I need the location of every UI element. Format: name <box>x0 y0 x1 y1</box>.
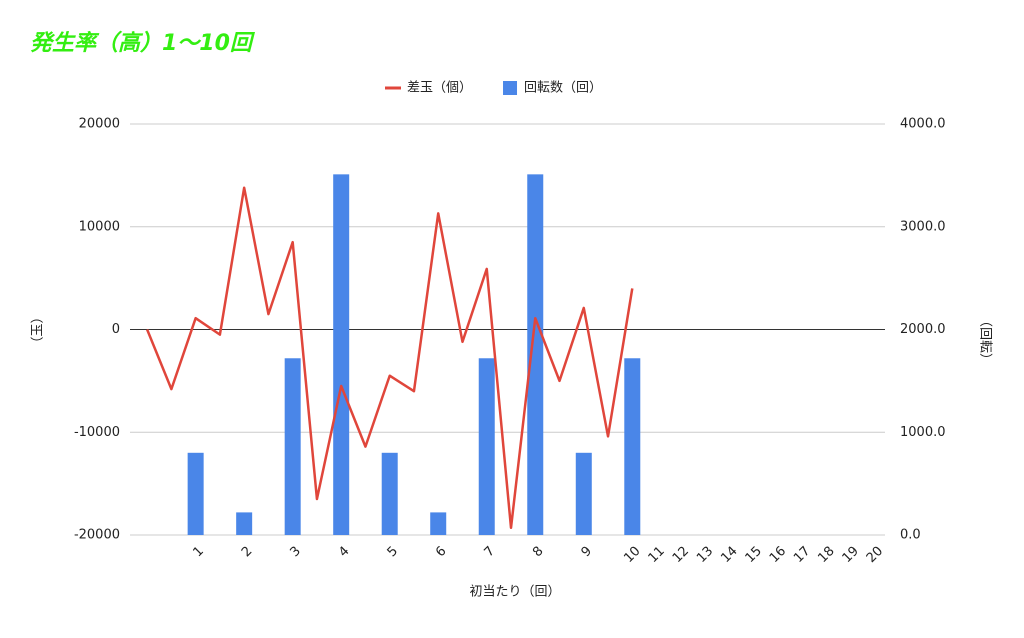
legend-label: 回転数（回） <box>524 81 602 96</box>
legend-label: 差玉（個） <box>407 81 472 96</box>
x-tick-label: 7 <box>482 544 498 560</box>
chart-title: 発生率（高）1〜10回 <box>30 30 256 56</box>
bar <box>527 174 544 535</box>
y2-tick-label: 3000.0 <box>900 219 946 234</box>
x-tick-label: 15 <box>743 544 765 566</box>
x-tick-label: 9 <box>579 544 595 560</box>
x-tick-label: 6 <box>433 544 449 560</box>
x-tick-label: 4 <box>336 544 352 560</box>
y-tick-label: -10000 <box>74 425 120 440</box>
y2-tick-label: 2000.0 <box>900 322 946 337</box>
bar <box>624 358 641 535</box>
x-tick-label: 2 <box>239 544 255 560</box>
y-tick-label: -20000 <box>74 528 120 543</box>
x-tick-label: 12 <box>670 544 692 566</box>
x-tick-label: 16 <box>767 544 789 566</box>
bar <box>430 512 447 535</box>
bar <box>187 452 204 535</box>
bar <box>333 174 350 535</box>
y2-tick-label: 4000.0 <box>900 117 946 132</box>
bar <box>236 512 253 535</box>
x-tick-label: 8 <box>530 544 546 560</box>
y2-tick-label: 0.0 <box>900 528 921 543</box>
bar <box>381 452 398 535</box>
x-tick-label: 13 <box>694 544 716 566</box>
x-tick-label: 10 <box>621 544 643 566</box>
y-axis-title: （玉） <box>31 310 46 349</box>
x-axis-title: 初当たり（回） <box>469 585 560 600</box>
y-tick-label: 10000 <box>79 219 120 234</box>
y2-tick-label: 1000.0 <box>900 425 946 440</box>
legend-swatch <box>503 81 518 95</box>
bar <box>284 358 301 535</box>
x-tick-label: 11 <box>646 544 668 566</box>
x-tick-label: 3 <box>288 544 304 560</box>
y-tick-label: 0 <box>112 322 120 337</box>
x-tick-label: 1 <box>190 544 206 560</box>
y-tick-label: 20000 <box>79 117 120 132</box>
x-tick-label: 18 <box>815 544 837 566</box>
x-tick-label: 19 <box>840 544 862 566</box>
y2-axis-title: （回転） <box>978 314 993 366</box>
x-tick-label: 20 <box>864 544 886 566</box>
line <box>145 186 634 530</box>
x-tick-label: 5 <box>385 544 401 560</box>
x-tick-label: 14 <box>718 544 740 566</box>
bar <box>575 452 592 535</box>
x-tick-label: 17 <box>791 544 813 566</box>
bar <box>478 358 495 535</box>
